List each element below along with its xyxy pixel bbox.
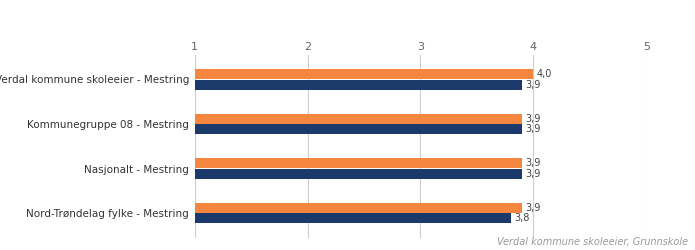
Text: Verdal kommune skoleeier, Grunnskole: Verdal kommune skoleeier, Grunnskole	[497, 238, 688, 248]
Bar	[195, 80, 522, 90]
Text: 3,8: 3,8	[514, 213, 530, 223]
Text: 3,9: 3,9	[525, 203, 541, 213]
Text: 3,9: 3,9	[525, 80, 541, 90]
Text: 3,9: 3,9	[525, 158, 541, 168]
Text: 3,9: 3,9	[525, 169, 541, 179]
Legend: 2009-10, 2010-11: 2009-10, 2010-11	[434, 0, 606, 3]
Bar	[195, 69, 534, 79]
Bar	[195, 214, 511, 223]
Bar	[195, 169, 522, 179]
Bar	[195, 158, 522, 168]
Text: 3,9: 3,9	[525, 124, 541, 134]
Bar	[195, 114, 522, 124]
Bar	[195, 203, 522, 212]
Bar	[195, 124, 522, 134]
Text: 3,9: 3,9	[525, 114, 541, 124]
Text: 4,0: 4,0	[537, 69, 552, 79]
